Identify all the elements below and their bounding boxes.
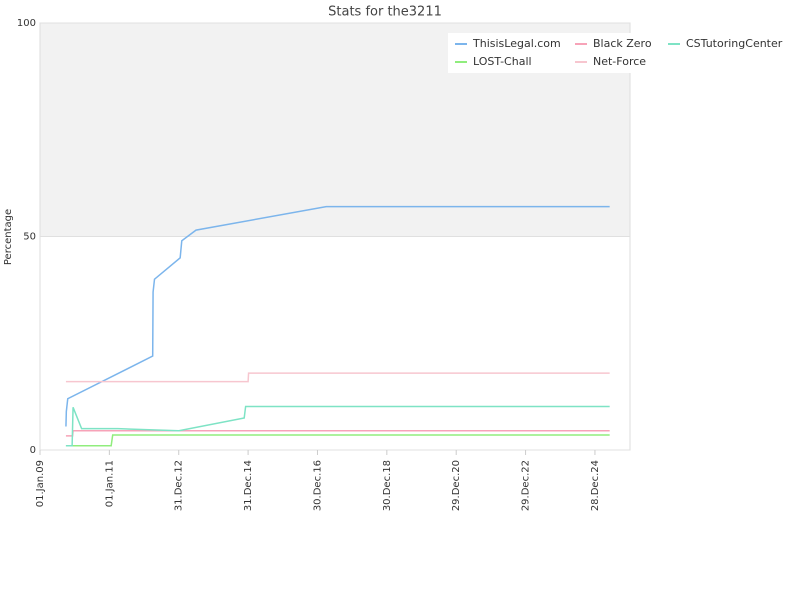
series-line [65, 205, 610, 427]
y-tick-label: 50 [23, 232, 36, 243]
x-tick-label: 01.Jan.11 [104, 460, 115, 507]
y-axis-label: Percentage [3, 209, 14, 265]
plot-band [40, 236, 630, 450]
legend-label: ThisisLegal.com [472, 37, 561, 50]
x-tick-label: 29.Dec.22 [521, 460, 532, 511]
x-tick-label: 31.Dec.12 [174, 460, 185, 511]
series-line [65, 434, 610, 447]
y-tick-label: 100 [17, 18, 36, 29]
x-tick-label: 30.Dec.16 [312, 460, 323, 511]
chart-title: Stats for the3211 [328, 5, 442, 20]
series-line [65, 405, 610, 447]
legend-label: Black Zero [593, 37, 652, 50]
legend-box [448, 33, 648, 73]
x-tick-label: 30.Dec.18 [382, 460, 393, 511]
legend-label: CSTutoringCenter [686, 37, 783, 50]
y-tick-label: 0 [30, 445, 36, 456]
x-tick-label: 01.Jan.09 [35, 460, 46, 507]
x-tick-label: 28.Dec.24 [590, 460, 601, 511]
x-tick-label: 29.Dec.20 [451, 460, 462, 511]
series-line [65, 372, 610, 383]
legend-label: LOST-Chall [473, 55, 532, 68]
x-tick-label: 31.Dec.14 [243, 460, 254, 511]
legend-label: Net-Force [593, 55, 646, 68]
